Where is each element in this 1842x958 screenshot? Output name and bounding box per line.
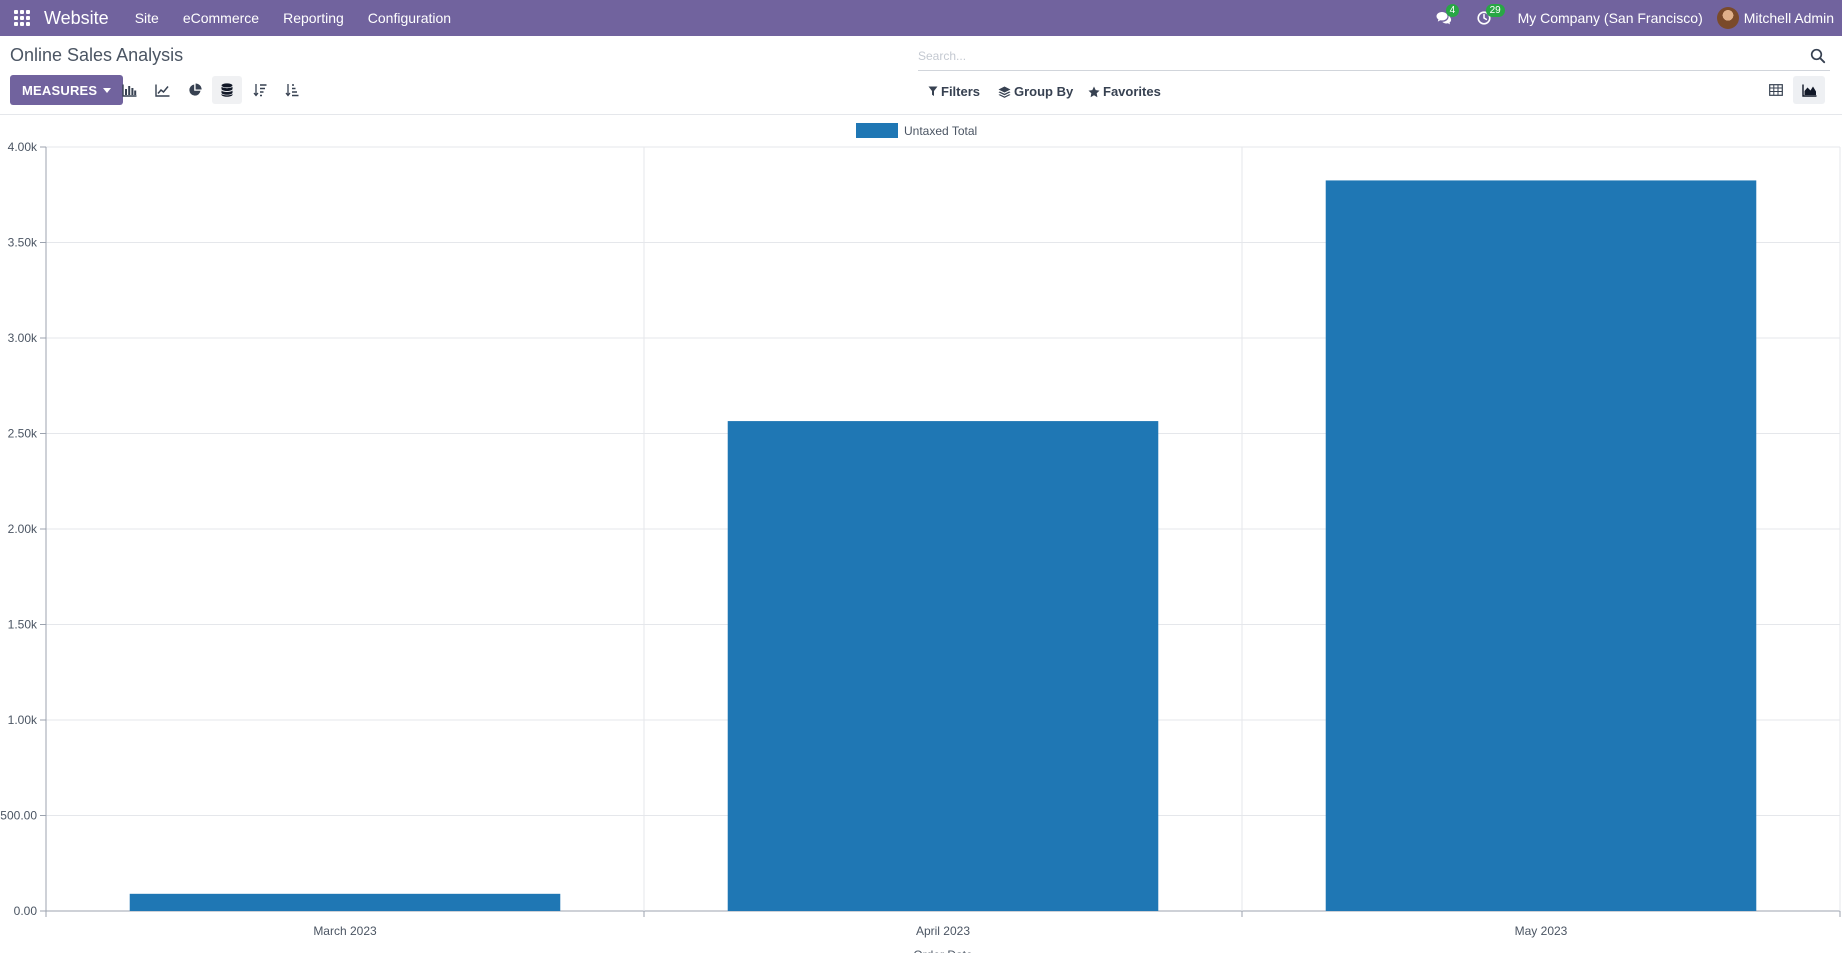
legend-swatch[interactable] — [856, 123, 898, 138]
menu-item-site[interactable]: Site — [134, 10, 159, 26]
y-tick-label: 2.50k — [8, 427, 38, 441]
y-tick-label: 1.00k — [8, 713, 38, 727]
y-tick-label: 500.00 — [0, 809, 37, 823]
area-chart-icon — [1801, 84, 1816, 97]
messages-button[interactable]: 4 — [1424, 0, 1464, 36]
bar-chart-icon — [121, 84, 136, 97]
database-icon — [221, 83, 233, 97]
y-tick-label: 4.00k — [8, 140, 38, 154]
sort-amount-asc-icon — [285, 84, 299, 97]
navbar-systray: 4 29 My Company (San Francisco) Mitchell… — [1424, 0, 1842, 36]
apps-grid-icon[interactable] — [0, 0, 44, 36]
activities-badge: 29 — [1485, 4, 1505, 17]
menu-item-ecommerce[interactable]: eCommerce — [182, 10, 260, 26]
x-tick-label: March 2023 — [313, 924, 377, 938]
group-by-button[interactable]: Group By — [998, 84, 1073, 99]
line-chart-icon — [154, 84, 169, 97]
clock-icon — [1476, 11, 1491, 25]
pivot-view-button[interactable] — [1760, 76, 1792, 104]
company-switcher[interactable]: My Company (San Francisco) — [1517, 10, 1703, 26]
layers-icon — [998, 86, 1011, 98]
search-icon[interactable] — [1810, 48, 1828, 66]
measures-label: MEASURES — [22, 82, 98, 98]
filter-icon — [928, 86, 938, 96]
menu-item-configuration[interactable]: Configuration — [367, 10, 452, 26]
page-title: Online Sales Analysis — [10, 45, 184, 65]
menu-item-reporting[interactable]: Reporting — [283, 10, 344, 26]
favorites-button[interactable]: Favorites — [1088, 84, 1161, 99]
search-input[interactable] — [918, 43, 1798, 69]
sort-amount-desc-icon — [253, 84, 267, 97]
filters-button[interactable]: Filters — [928, 84, 980, 99]
y-tick-label: 3.50k — [8, 236, 38, 250]
y-tick-label: 3.00k — [8, 331, 38, 345]
pie-chart-button[interactable] — [180, 76, 210, 104]
bar-april-2023[interactable] — [727, 421, 1159, 911]
bar-chart-button[interactable] — [114, 76, 144, 104]
filters-label: Filters — [941, 84, 981, 99]
bar-march-2023[interactable] — [129, 893, 561, 911]
avatar — [1716, 7, 1739, 29]
graph-view-button[interactable] — [1793, 76, 1825, 104]
top-navbar: Website Site eCommerce Reporting Configu… — [0, 0, 1842, 36]
bar-may-2023[interactable] — [1325, 180, 1757, 912]
bar-chart: 0.00 500.00 1.00k 1.50k 2.00k 2.50k 3.00k 3.50k… — [0, 123, 1841, 958]
messages-badge: 4 — [1445, 4, 1460, 17]
activities-button[interactable]: 29 — [1464, 0, 1505, 36]
legend-label[interactable]: Untaxed Total — [904, 124, 977, 138]
y-tick-label: 1.50k — [8, 618, 38, 632]
control-panel: Online Sales Analysis MEASURES — [0, 36, 1842, 115]
app-brand[interactable]: Website — [44, 7, 109, 28]
x-tick-label: April 2023 — [916, 924, 970, 938]
user-menu[interactable]: Mitchell Admin — [1716, 7, 1834, 29]
sort-ascending-button[interactable] — [277, 76, 307, 104]
measures-dropdown[interactable]: MEASURES — [10, 75, 124, 105]
x-axis-title: Order Date — [913, 948, 973, 953]
graph-view: 0.00 500.00 1.00k 1.50k 2.00k 2.50k 3.00k 3.50k… — [0, 116, 1842, 958]
y-tick-label: 0.00 — [14, 904, 38, 918]
group-by-label: Group By — [1014, 84, 1074, 99]
line-chart-button[interactable] — [147, 76, 177, 104]
sort-descending-button[interactable] — [245, 76, 275, 104]
caret-down-icon — [103, 87, 112, 93]
search-bar — [918, 43, 1830, 71]
y-tick-label: 2.00k — [8, 522, 38, 536]
stacked-button[interactable] — [212, 76, 242, 104]
user-name: Mitchell Admin — [1743, 10, 1834, 26]
pie-chart-icon — [189, 83, 202, 96]
table-icon — [1769, 84, 1783, 96]
chat-icon — [1436, 12, 1451, 25]
favorites-label: Favorites — [1103, 84, 1161, 99]
star-icon — [1088, 86, 1100, 97]
x-tick-label: May 2023 — [1515, 924, 1568, 938]
